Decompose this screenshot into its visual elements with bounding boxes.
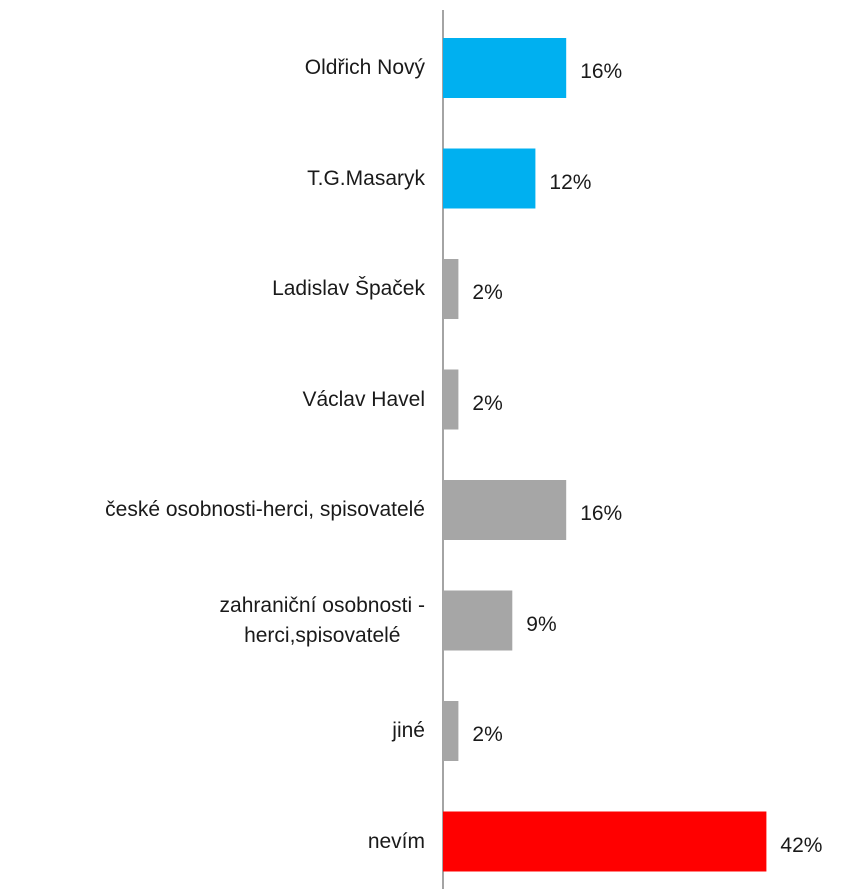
bar: [443, 480, 567, 540]
category-label: Ladislav Špaček: [272, 277, 425, 300]
bar: [443, 38, 567, 98]
bar: [443, 590, 513, 651]
value-label: 16%: [580, 60, 623, 83]
category-label: jiné: [392, 719, 425, 742]
value-label: 9%: [526, 612, 557, 636]
category-label: české osobnosti-herci, spisovatelé: [105, 498, 425, 521]
value-label: 12%: [549, 170, 592, 194]
category-label: T.G.Masaryk: [307, 166, 425, 190]
value-label: 2%: [472, 391, 503, 415]
category-label: nevím: [367, 829, 425, 853]
category-label: zahraniční osobnosti - herci,spisovatelé: [219, 593, 425, 647]
bar: [443, 369, 459, 430]
value-label: 16%: [580, 502, 623, 525]
category-label: Václav Havel: [302, 387, 425, 411]
bar: [443, 148, 536, 209]
bar: [443, 259, 459, 319]
value-label: 2%: [472, 281, 503, 304]
category-label: Oldřich Nový: [304, 56, 425, 79]
value-label: 2%: [472, 723, 503, 746]
bar: [443, 811, 767, 872]
bar: [443, 701, 459, 761]
value-label: 42%: [780, 833, 823, 857]
